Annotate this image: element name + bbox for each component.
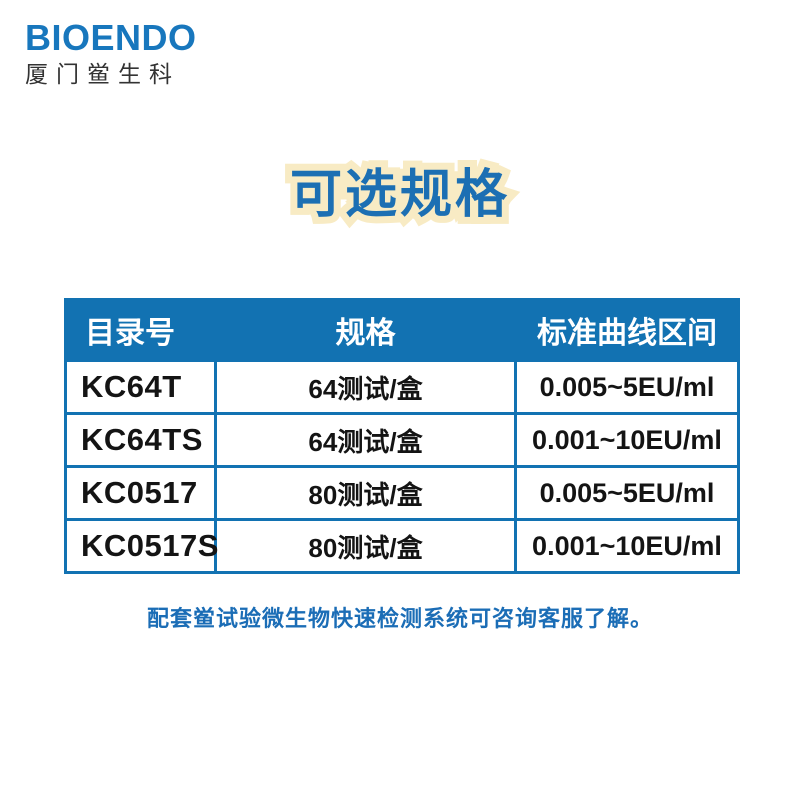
page-title: 可选规格 可选规格 <box>0 159 800 231</box>
cell-curve-range: 0.005~5EU/ml <box>514 359 740 415</box>
cell-catalog-number: KC0517S <box>64 518 218 574</box>
header-catalog-number: 目录号 <box>64 298 217 362</box>
brand-name-chinese: 厦门鲎生科 <box>25 61 180 87</box>
cell-specification: 80测试/盒 <box>214 465 517 521</box>
cell-catalog-number: KC64TS <box>64 412 217 468</box>
cell-catalog-number: KC64T <box>64 359 217 415</box>
header-specification: 规格 <box>214 298 517 362</box>
cell-catalog-number: KC0517 <box>64 465 217 521</box>
brand-name: BIOENDO <box>25 17 197 58</box>
table-row: KC64T 64测试/盒 0.005~5EU/ml <box>64 359 740 415</box>
cell-specification: 80测试/盒 <box>214 518 517 574</box>
cell-curve-range: 0.001~10EU/ml <box>514 412 740 468</box>
cell-specification: 64测试/盒 <box>214 359 517 415</box>
table-header-row: 目录号 规格 标准曲线区间 <box>64 298 740 362</box>
footnote: 配套鲎试验微生物快速检测系统可咨询客服了解。 <box>146 606 653 631</box>
spec-table: 目录号 规格 标准曲线区间 KC64T 64测试/盒 0.005~5EU/ml … <box>64 298 740 574</box>
table-row: KC0517 80测试/盒 0.005~5EU/ml <box>64 465 740 521</box>
header-standard-curve-range: 标准曲线区间 <box>514 298 740 362</box>
table-row: KC64TS 64测试/盒 0.001~10EU/ml <box>64 412 740 468</box>
brand-logo: BIOENDO 厦门鲎生科 <box>25 20 197 86</box>
cell-curve-range: 0.005~5EU/ml <box>514 465 740 521</box>
page-title-text: 可选规格 <box>289 166 510 224</box>
table-row: KC0517S 80测试/盒 0.001~10EU/ml <box>64 518 740 574</box>
cell-curve-range: 0.001~10EU/ml <box>514 518 740 574</box>
cell-specification: 64测试/盒 <box>214 412 517 468</box>
page-title-outline: 可选规格 <box>283 159 514 231</box>
